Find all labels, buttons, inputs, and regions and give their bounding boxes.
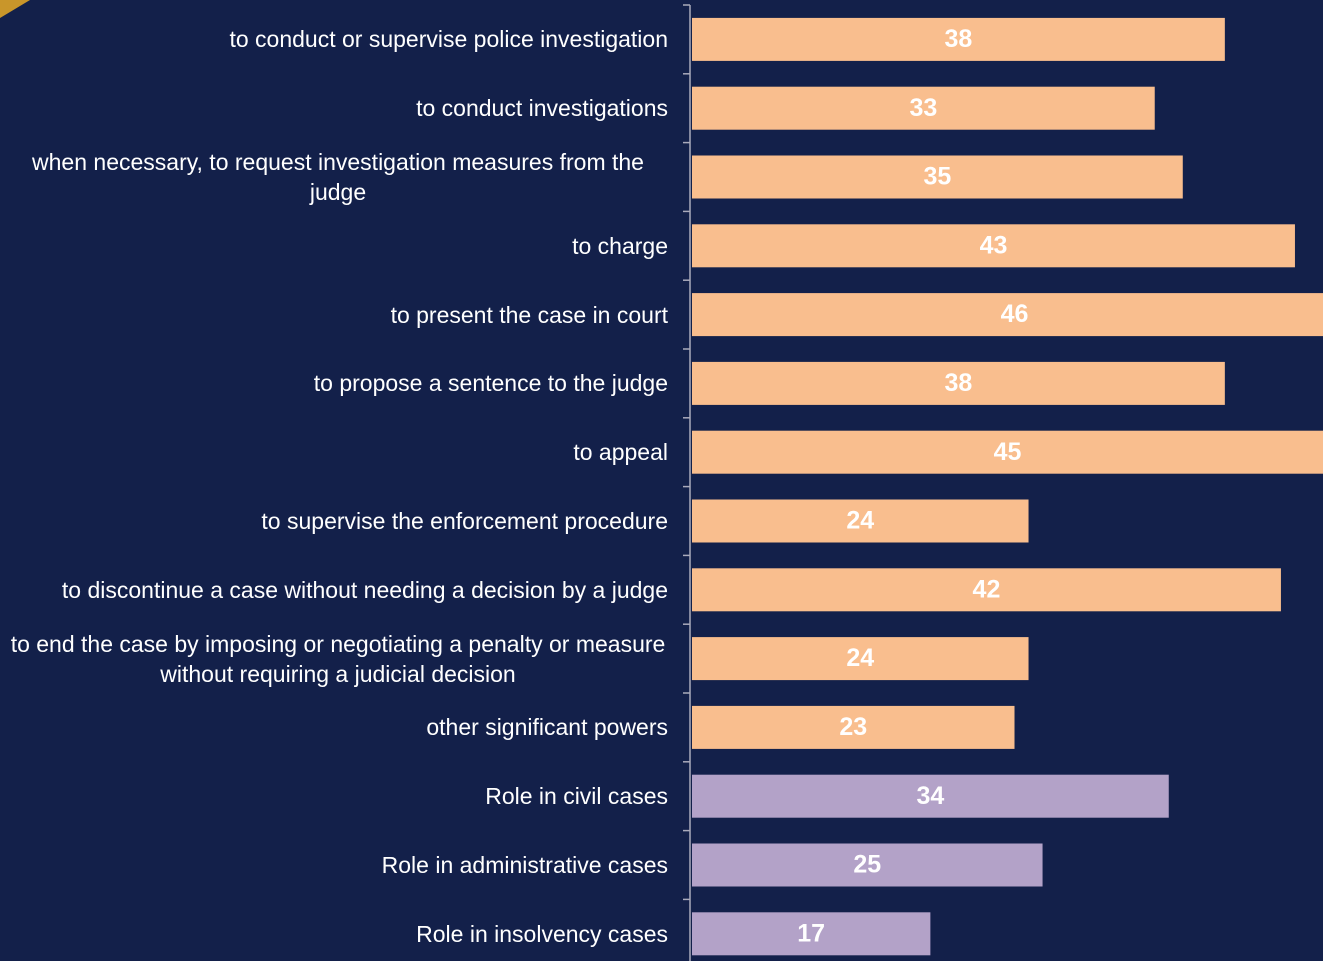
bar bbox=[692, 430, 1323, 474]
category-text: to charge bbox=[572, 232, 668, 259]
category-label: to conduct investigations bbox=[0, 93, 668, 123]
category-label: when necessary, to request investigation… bbox=[0, 147, 668, 207]
category-text: Role in civil cases bbox=[485, 783, 668, 810]
category-label: Role in insolvency cases bbox=[0, 919, 668, 949]
value-label: 38 bbox=[945, 25, 973, 53]
category-label: Role in civil cases bbox=[0, 781, 668, 811]
category-label: other significant powers bbox=[0, 712, 668, 742]
value-label: 45 bbox=[994, 438, 1022, 466]
category-text: other significant powers bbox=[426, 714, 668, 741]
value-label: 25 bbox=[853, 851, 881, 879]
bar bbox=[692, 705, 1015, 749]
bar bbox=[692, 843, 1043, 887]
category-label: to end the case by imposing or negotiati… bbox=[0, 629, 668, 689]
category-text: to present the case in court bbox=[390, 301, 668, 328]
category-label: to conduct or supervise police investiga… bbox=[0, 24, 668, 54]
value-label: 17 bbox=[797, 919, 825, 947]
bar bbox=[692, 774, 1169, 818]
category-label: to propose a sentence to the judge bbox=[0, 368, 668, 398]
value-label: 46 bbox=[1001, 300, 1029, 328]
category-text: to propose a sentence to the judge bbox=[313, 370, 668, 397]
category-text: to supervise the enforcement procedure bbox=[261, 508, 668, 534]
value-label: 33 bbox=[909, 94, 937, 122]
category-text: to conduct or supervise police investiga… bbox=[229, 26, 668, 53]
value-label: 35 bbox=[923, 163, 951, 191]
bar bbox=[692, 637, 1029, 681]
corner-decoration bbox=[0, 0, 30, 18]
category-label: to discontinue a case without needing a … bbox=[0, 575, 668, 605]
category-text: Role in insolvency cases bbox=[416, 920, 668, 947]
category-label: Role in administrative cases bbox=[0, 850, 668, 880]
bar bbox=[692, 293, 1323, 337]
category-text: to conduct investigations bbox=[416, 95, 668, 122]
bar bbox=[692, 499, 1029, 543]
value-label: 42 bbox=[973, 575, 1001, 603]
bar bbox=[692, 912, 931, 956]
bar bbox=[692, 17, 1225, 61]
category-label: to charge bbox=[0, 231, 668, 261]
value-label: 34 bbox=[916, 782, 944, 810]
category-text: to end the case by imposing or negotiati… bbox=[10, 630, 666, 687]
bar bbox=[692, 224, 1295, 268]
category-text: to discontinue a case without needing a … bbox=[61, 576, 668, 603]
bar bbox=[692, 86, 1155, 130]
bar bbox=[692, 155, 1183, 199]
value-label: 24 bbox=[846, 507, 874, 535]
bar bbox=[692, 568, 1281, 612]
bar bbox=[692, 361, 1225, 405]
category-label: to appeal bbox=[0, 437, 668, 467]
category-label: to present the case in court bbox=[0, 300, 668, 330]
value-label: 38 bbox=[945, 369, 973, 397]
category-text: Role in administrative cases bbox=[381, 852, 668, 878]
value-label: 23 bbox=[839, 713, 867, 741]
category-label: to supervise the enforcement procedure bbox=[0, 506, 668, 536]
value-label: 24 bbox=[846, 644, 874, 672]
category-text: to appeal bbox=[573, 439, 668, 466]
category-text: when necessary, to request investigation… bbox=[32, 149, 644, 205]
value-label: 43 bbox=[980, 231, 1008, 259]
